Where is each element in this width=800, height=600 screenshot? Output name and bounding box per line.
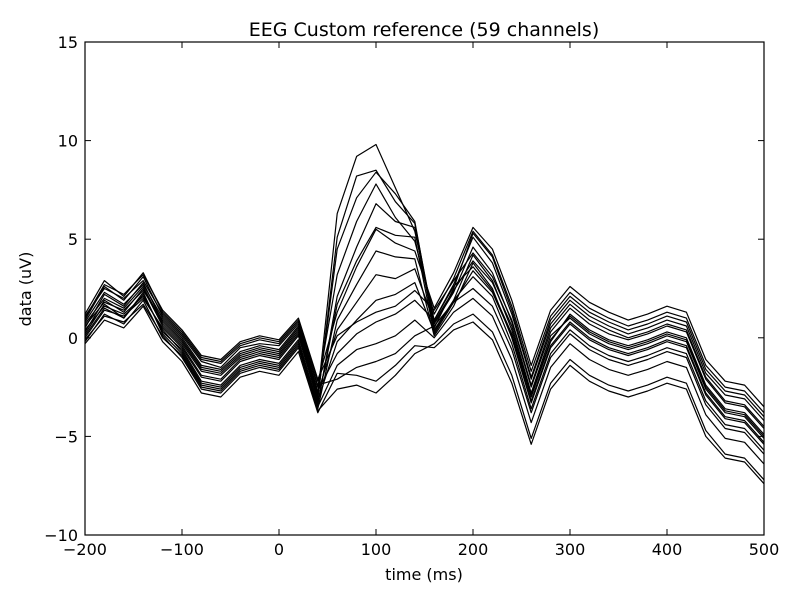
x-tick-label: 500 — [749, 540, 780, 559]
series-line-10 — [84, 295, 765, 465]
series-line-16 — [84, 305, 765, 485]
y-tick-label: 0 — [68, 329, 78, 348]
x-tick-label: −100 — [160, 540, 204, 559]
x-tick-label: 400 — [652, 540, 683, 559]
series-line-5 — [84, 226, 765, 408]
chart-title: EEG Custom reference (59 channels) — [249, 19, 600, 41]
x-tick-label: 100 — [361, 540, 392, 559]
y-axis-ticks: −10 −5 0 5 10 15 — [44, 33, 764, 545]
series-line-8 — [84, 276, 765, 451]
x-axis-ticks: −200 −100 0 100 200 300 400 500 — [63, 42, 779, 559]
series-line-11 — [84, 280, 765, 455]
y-tick-label: −5 — [54, 427, 78, 446]
y-tick-label: 15 — [58, 33, 78, 52]
x-axis-label: time (ms) — [385, 565, 463, 584]
series-line-9 — [84, 266, 765, 435]
series-line-13 — [84, 171, 765, 418]
x-tick-label: 300 — [555, 540, 586, 559]
series-line-7 — [84, 260, 765, 439]
y-axis-label: data (uV) — [16, 252, 35, 327]
series-line-6 — [84, 250, 765, 445]
y-tick-label: 5 — [68, 230, 78, 249]
series-line-15 — [84, 252, 765, 427]
y-tick-label: −10 — [44, 526, 78, 545]
y-tick-label: 10 — [58, 132, 78, 151]
x-tick-label: −200 — [63, 540, 107, 559]
plot-frame — [84, 41, 765, 536]
x-tick-label: 200 — [458, 540, 489, 559]
x-tick-label: 0 — [274, 540, 284, 559]
series-line-12 — [84, 303, 765, 481]
series-line-14 — [84, 226, 765, 443]
series-layer — [84, 143, 765, 485]
